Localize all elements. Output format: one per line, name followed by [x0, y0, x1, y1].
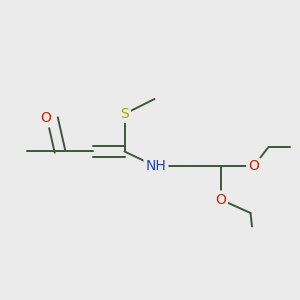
- Text: NH: NH: [146, 160, 167, 173]
- Text: O: O: [248, 160, 259, 173]
- Text: S: S: [120, 107, 129, 121]
- Text: O: O: [40, 112, 51, 125]
- Text: O: O: [215, 193, 226, 206]
